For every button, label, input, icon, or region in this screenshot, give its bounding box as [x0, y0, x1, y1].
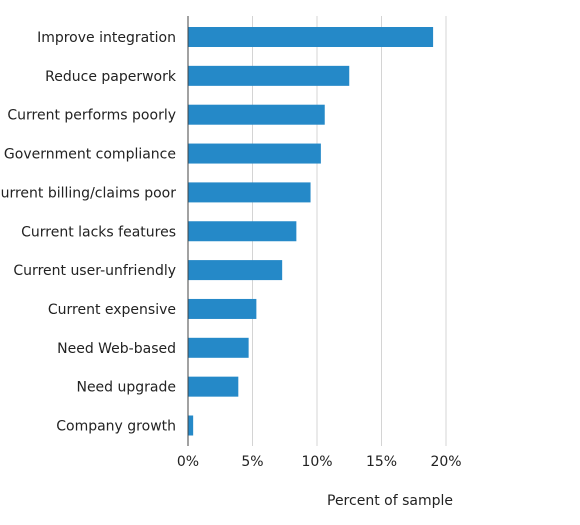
- x-tick-label: 10%: [301, 454, 332, 470]
- category-labels: Improve integration Reduce paperwork Curre…: [0, 30, 177, 435]
- bar: [188, 260, 283, 281]
- bar: [188, 65, 350, 86]
- category-label: Need upgrade: [76, 380, 176, 396]
- x-tick-label: 15%: [366, 454, 397, 470]
- bar: [188, 221, 297, 242]
- x-tick-label: 5%: [241, 454, 263, 470]
- bar: [188, 298, 257, 319]
- x-tick-labels: 0% 5% 10% 15% 20%: [177, 454, 462, 470]
- category-label: Government compliance: [4, 147, 176, 163]
- bar: [188, 337, 249, 358]
- category-label: Company growth: [56, 419, 176, 435]
- category-label: Improve integration: [37, 30, 176, 46]
- bar: [188, 182, 311, 203]
- category-label: Current performs poorly: [7, 108, 176, 124]
- category-label: Current user-unfriendly: [13, 263, 176, 279]
- category-label: Current expensive: [48, 302, 176, 318]
- x-axis-title: Percent of sample: [327, 493, 453, 509]
- bar: [188, 143, 321, 164]
- category-label: Current billing/claims poor: [0, 185, 176, 201]
- bar: [188, 415, 194, 436]
- x-tick-label: 0%: [177, 454, 199, 470]
- x-tick-label: 20%: [430, 454, 461, 470]
- category-label: Current lacks features: [21, 224, 176, 240]
- bars: [188, 27, 434, 436]
- bar: [188, 104, 325, 125]
- bar: [188, 376, 239, 397]
- category-label: Reduce paperwork: [45, 69, 177, 85]
- category-label: Need Web-based: [57, 341, 176, 357]
- bar: [188, 27, 434, 47]
